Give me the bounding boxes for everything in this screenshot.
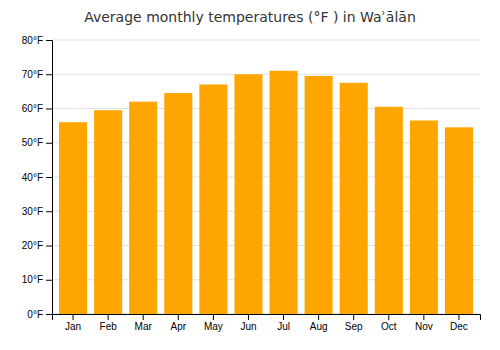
tick: 0°F: [27, 309, 52, 320]
x-axis: Jan Feb Mar Apr May Jun Jul Aug Sep Oct Nov Dec: [53, 314, 481, 332]
chart: Average monthly temperatures (°F ) in Wa…: [0, 0, 500, 350]
tick-label: May: [204, 321, 223, 332]
bar: [270, 71, 298, 314]
tick-mark: [458, 314, 459, 320]
tick-mark: [213, 314, 214, 320]
tick-mark: [73, 314, 74, 320]
tick-label: Mar: [135, 321, 153, 332]
tick-label: Apr: [171, 321, 187, 332]
tick: May: [204, 314, 223, 332]
tick-mark: [46, 143, 52, 144]
tick-label: Nov: [415, 321, 433, 332]
tick-label: 70°F: [22, 69, 43, 80]
tick-label: Oct: [381, 321, 397, 332]
bar: [59, 122, 87, 314]
tick-mark: [46, 246, 52, 247]
tick: Apr: [171, 314, 187, 332]
tick: Mar: [135, 314, 153, 332]
bar: [410, 120, 438, 314]
plot: 0°F 10°F 20°F 30°F 40°F 50°F 60°F 70°F 80°F Jan Fe…: [22, 35, 481, 332]
tick-label: Dec: [450, 321, 468, 332]
tick-mark: [46, 109, 52, 110]
tick-label: 30°F: [22, 206, 43, 217]
tick-mark: [143, 314, 144, 320]
bar: [305, 76, 333, 314]
tick-label: 10°F: [22, 274, 43, 285]
tick-mark: [46, 40, 52, 41]
tick: 50°F: [22, 137, 52, 148]
tick-mark: [46, 280, 52, 281]
tick-label: 40°F: [22, 172, 43, 183]
tick-label: 20°F: [22, 240, 43, 251]
tick: Aug: [310, 314, 328, 332]
bar: [340, 83, 368, 314]
grid-line: [52, 40, 480, 41]
grid: [52, 40, 480, 314]
tick-label: Feb: [100, 321, 118, 332]
tick-mark: [388, 314, 389, 320]
axis-line: [46, 41, 53, 315]
tick: 10°F: [22, 274, 52, 285]
tick-mark: [178, 314, 179, 320]
tick: Feb: [100, 314, 118, 332]
tick-label: 0°F: [27, 309, 43, 320]
tick: 80°F: [22, 35, 52, 46]
bar: [375, 107, 403, 314]
grid-line: [52, 108, 480, 109]
tick-mark: [353, 314, 354, 320]
tick-mark: [46, 211, 52, 212]
y-axis: 0°F 10°F 20°F 30°F 40°F 50°F 60°F 70°F 80°F: [22, 35, 53, 320]
tick-label: 60°F: [22, 103, 43, 114]
bar: [445, 127, 473, 314]
bars: [59, 71, 473, 314]
tick-label: 50°F: [22, 137, 43, 148]
tick: Dec: [450, 314, 468, 332]
tick-label: Jul: [277, 321, 290, 332]
axis-line: [53, 315, 481, 321]
tick: 30°F: [22, 206, 52, 217]
tick-mark: [423, 314, 424, 320]
tick-label: Jun: [240, 321, 256, 332]
title: Average monthly temperatures (°F ) in Wa…: [84, 9, 416, 25]
tick-label: Aug: [310, 321, 328, 332]
tick-mark: [46, 177, 52, 178]
bar: [164, 93, 192, 314]
tick-mark: [318, 314, 319, 320]
grid-line: [52, 74, 480, 75]
tick: Nov: [415, 314, 433, 332]
tick: 20°F: [22, 240, 52, 251]
tick-mark: [108, 314, 109, 320]
tick-mark: [248, 314, 249, 320]
tick: Oct: [381, 314, 397, 332]
tick: Jul: [277, 314, 290, 332]
tick: Jun: [240, 314, 256, 332]
tick-label: Sep: [345, 321, 363, 332]
tick-mark: [46, 74, 52, 75]
bar: [199, 85, 227, 314]
tick: 40°F: [22, 172, 52, 183]
tick: Jan: [65, 314, 81, 332]
bar: [94, 110, 122, 314]
tick-label: Jan: [65, 321, 81, 332]
bar: [234, 74, 262, 314]
tick: 60°F: [22, 103, 52, 114]
tick-mark: [46, 314, 52, 315]
tick: Sep: [345, 314, 363, 332]
tick-mark: [283, 314, 284, 320]
bar: [129, 102, 157, 314]
tick-label: 80°F: [22, 35, 43, 46]
tick: 70°F: [22, 69, 52, 80]
